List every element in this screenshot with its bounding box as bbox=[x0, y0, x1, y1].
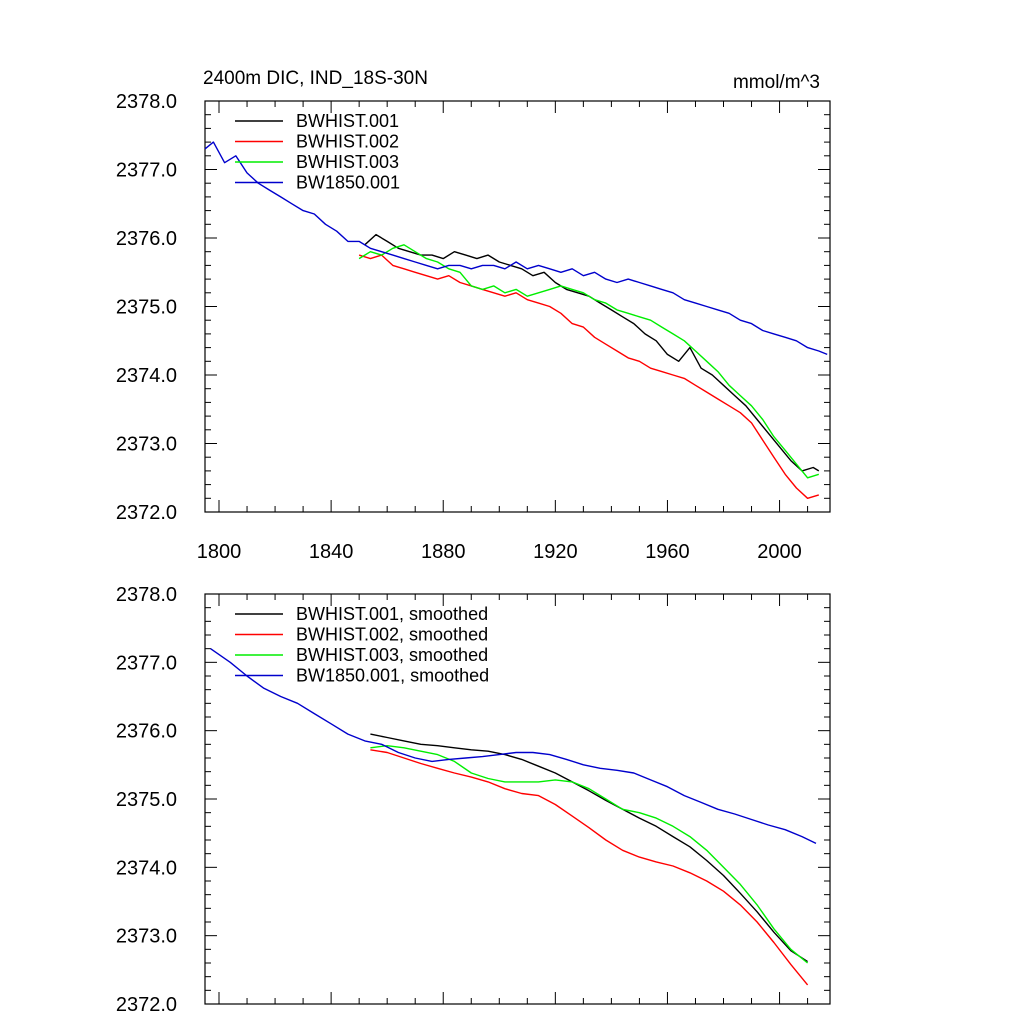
y-tick-label: 2378.0 bbox=[116, 584, 177, 606]
bottom-plot-area: 2372.0 2373.0 2374.0 2375.0 2376.0 2377.0 2378… bbox=[116, 584, 831, 1016]
y-tick-label: 2376.0 bbox=[116, 228, 177, 250]
series-line-3 bbox=[370, 745, 809, 964]
series-line-2 bbox=[370, 749, 809, 986]
legend-label-2: BWHIST.002 bbox=[296, 132, 399, 152]
legend-label-4: BW1850.001, smoothed bbox=[296, 666, 489, 686]
y-tick-label: 2372.0 bbox=[116, 502, 177, 524]
legend-label-1: BWHIST.001, smoothed bbox=[296, 604, 488, 624]
legend-label-3: BWHIST.003 bbox=[296, 152, 399, 172]
y-tick-label: 2373.0 bbox=[116, 434, 177, 456]
series-line-4 bbox=[210, 648, 817, 845]
y-tick-label: 2376.0 bbox=[116, 721, 177, 743]
y-tick-label: 2372.0 bbox=[116, 994, 177, 1016]
x-tick-label: 1880 bbox=[421, 541, 466, 563]
series-line-2 bbox=[358, 254, 820, 499]
y-tick-label: 2375.0 bbox=[116, 789, 177, 811]
x-tick-label: 1840 bbox=[309, 541, 354, 563]
legend-label-3: BWHIST.003, smoothed bbox=[296, 645, 488, 665]
legend-label-2: BWHIST.002, smoothed bbox=[296, 625, 488, 645]
legend-label-1: BWHIST.001 bbox=[296, 111, 399, 131]
y-tick-label: 2374.0 bbox=[116, 857, 177, 879]
series-line-3 bbox=[358, 244, 820, 479]
top-chart-units: mmol/m^3 bbox=[733, 72, 820, 93]
top-plot-area: 2372.0 2373.0 2374.0 2375.0 2376.0 2377.0 2378… bbox=[116, 91, 831, 563]
series-line-4 bbox=[204, 141, 828, 356]
series-line-1 bbox=[370, 733, 808, 963]
y-tick-label: 2377.0 bbox=[116, 160, 177, 182]
y-tick-label: 2374.0 bbox=[116, 365, 177, 387]
y-tick-label: 2373.0 bbox=[116, 926, 177, 948]
top-panel: 2400m DIC, IND_18S-30N mmol/m^3 2372.023… bbox=[116, 68, 831, 563]
bottom-panel: 2372.0 2373.0 2374.0 2375.0 2376.0 2377.0 2378… bbox=[116, 584, 831, 1016]
y-tick-label: 2375.0 bbox=[116, 297, 177, 319]
top-chart-title: 2400m DIC, IND_18S-30N bbox=[203, 68, 428, 89]
x-tick-label: 1920 bbox=[533, 541, 578, 563]
y-tick-label: 2377.0 bbox=[116, 652, 177, 674]
series-line-1 bbox=[364, 233, 820, 472]
x-tick-label: 1960 bbox=[645, 541, 690, 563]
legend-label-4: BW1850.001 bbox=[296, 173, 400, 193]
x-tick-label: 2000 bbox=[757, 541, 802, 563]
y-tick-label: 2378.0 bbox=[116, 91, 177, 113]
x-tick-label: 1800 bbox=[197, 541, 242, 563]
